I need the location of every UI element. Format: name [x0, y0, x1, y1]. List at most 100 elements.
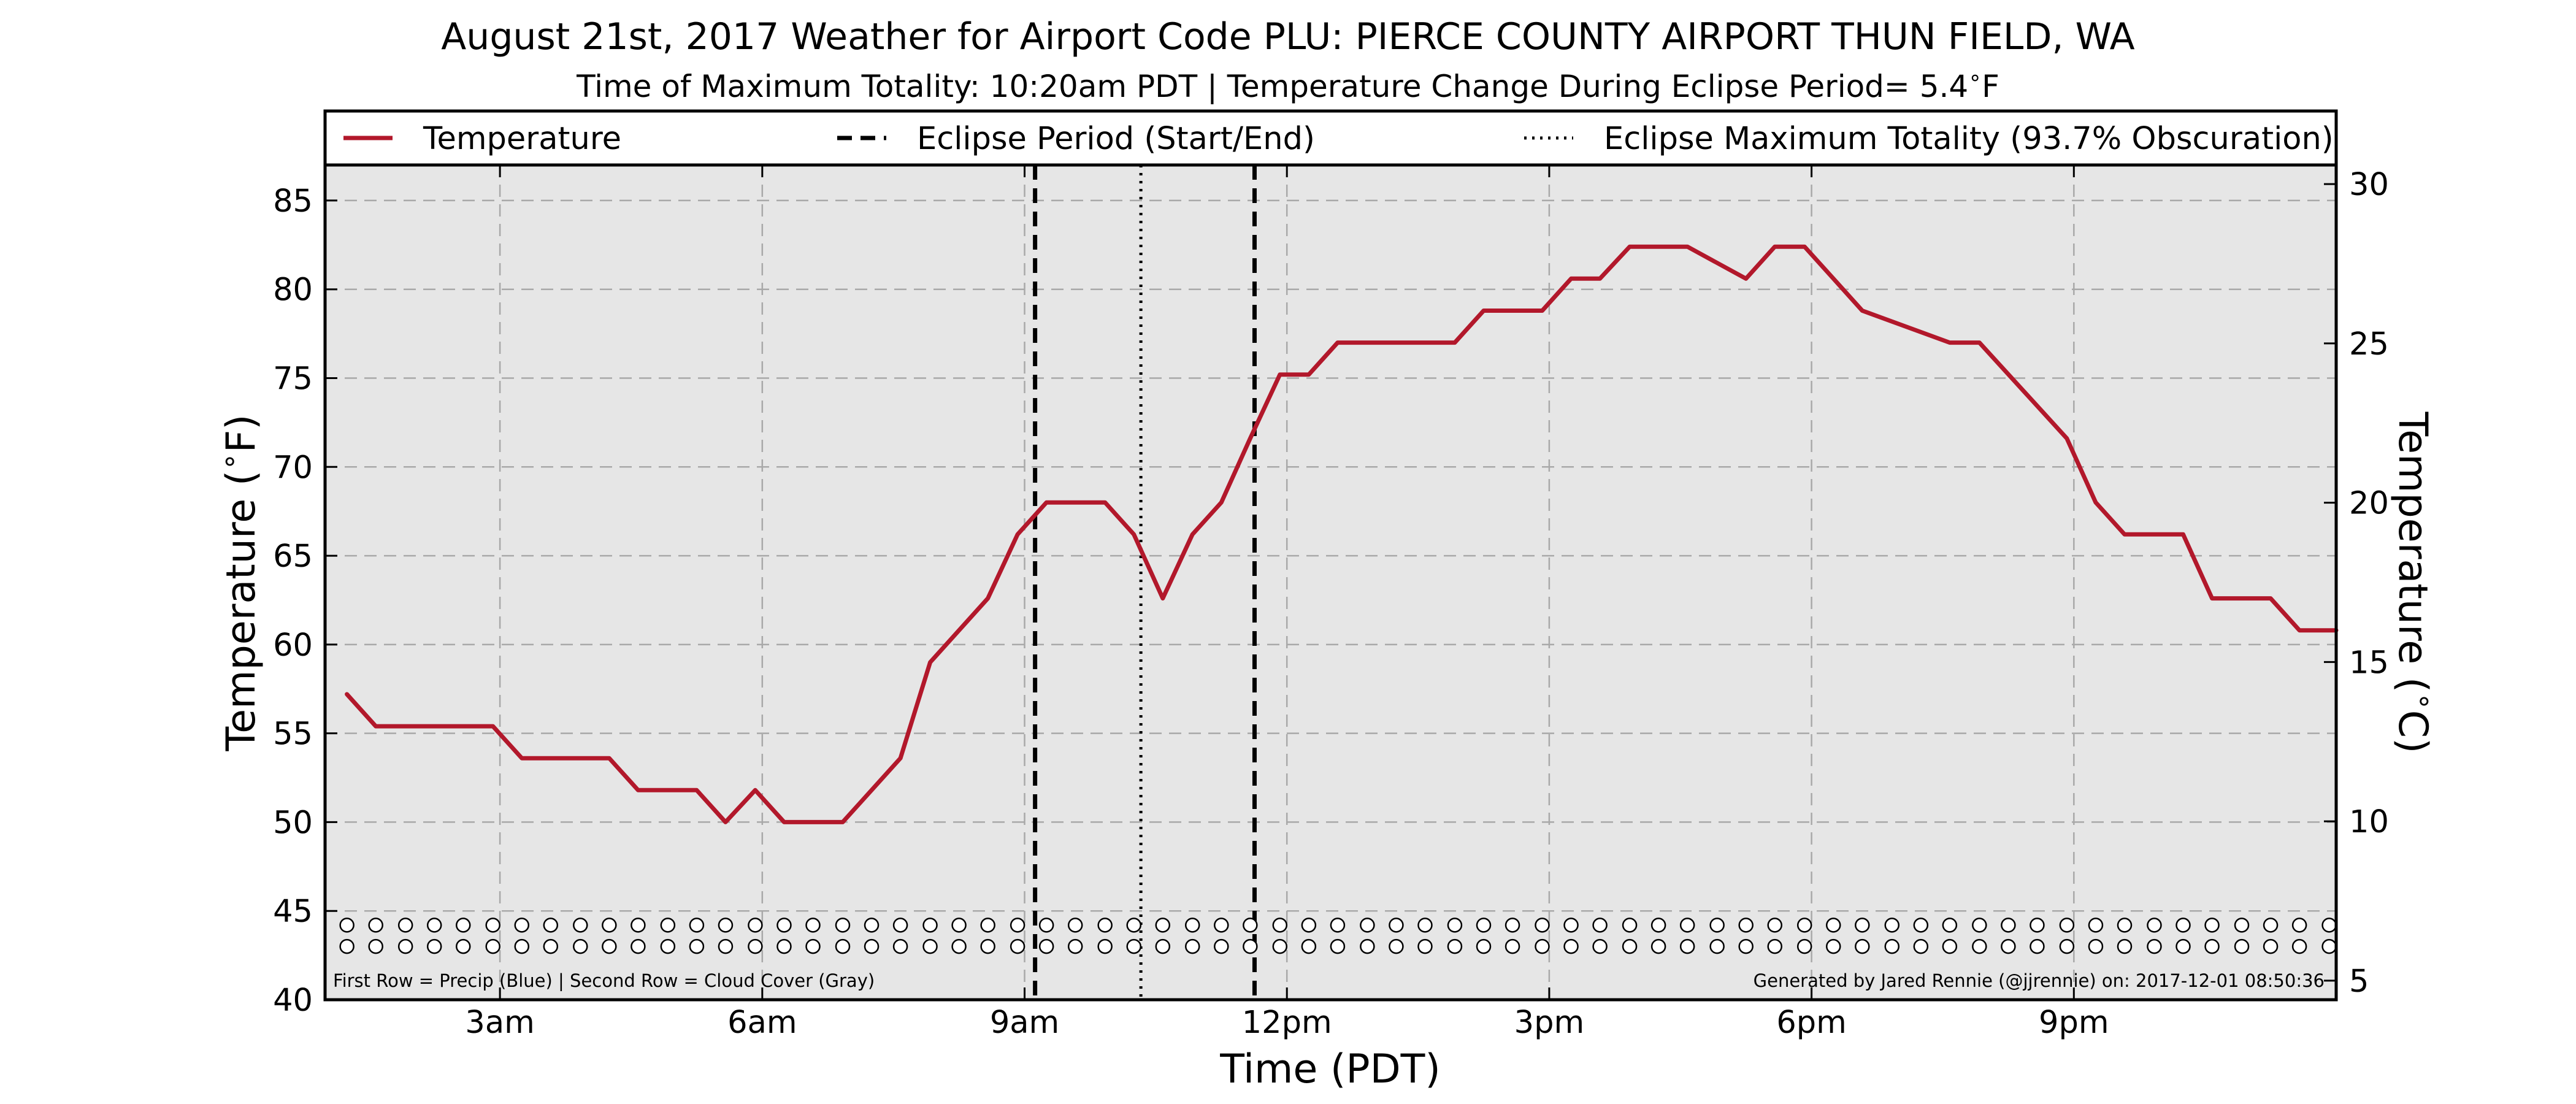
- precip-marker: [1389, 918, 1404, 933]
- x-tick-label: 3am: [465, 1005, 534, 1041]
- marker-rows: [339, 918, 2337, 954]
- precip-marker: [951, 918, 967, 933]
- y-tick-label: 75: [273, 361, 313, 397]
- precip-marker: [689, 918, 705, 933]
- cloud-cover-marker: [2059, 938, 2075, 954]
- cloud-cover-marker: [1650, 938, 1666, 954]
- cloud-cover-marker: [922, 938, 938, 954]
- chart-title: August 21st, 2017 Weather for Airport Co…: [441, 15, 2134, 58]
- precip-marker: [339, 918, 355, 933]
- y2-axis-label: Temperature (∘C): [2390, 412, 2442, 754]
- cloud-cover-marker: [1855, 938, 1870, 954]
- y-tick-label: 85: [273, 183, 313, 220]
- precip-marker: [1476, 918, 1492, 933]
- precip-marker: [718, 918, 734, 933]
- cloud-cover-marker: [1097, 938, 1113, 954]
- precip-marker: [864, 918, 880, 933]
- cloud-cover-marker: [1214, 938, 1229, 954]
- cloud-cover-marker: [718, 938, 734, 954]
- x-tick-label: 6am: [727, 1005, 797, 1041]
- cloud-cover-marker: [980, 938, 995, 954]
- cloud-cover-marker: [660, 938, 676, 954]
- cloud-cover-marker: [2147, 938, 2162, 954]
- cloud-cover-marker: [573, 938, 588, 954]
- cloud-cover-marker: [1535, 938, 1550, 954]
- x-tick-label: 12pm: [1242, 1005, 1332, 1041]
- cloud-cover-marker: [2204, 938, 2220, 954]
- cloud-cover-marker: [426, 938, 442, 954]
- y-tick-label: 65: [273, 539, 313, 575]
- series-group: [345, 244, 2339, 824]
- precip-marker: [805, 918, 821, 933]
- precip-marker: [602, 918, 617, 933]
- precip-marker: [748, 918, 763, 933]
- cloud-cover-marker: [1738, 938, 1754, 954]
- precip-marker: [1622, 918, 1638, 933]
- precip-marker: [1067, 918, 1083, 933]
- cloud-cover-marker: [514, 938, 530, 954]
- y-axis-right: 5 10 15 20 25 30: [2324, 167, 2389, 1000]
- precip-marker: [1738, 918, 1754, 933]
- precip-marker: [1505, 918, 1520, 933]
- y2-tick-label: 25: [2349, 326, 2389, 362]
- cloud-cover-marker: [631, 938, 646, 954]
- cloud-cover-marker: [1126, 938, 1141, 954]
- x-tick-label: 9am: [990, 1005, 1059, 1041]
- temperature-series-line: [345, 244, 2339, 824]
- cloud-cover-marker: [1796, 938, 1812, 954]
- precip-marker: [456, 918, 471, 933]
- cloud-cover-marker: [776, 938, 792, 954]
- precip-marker: [776, 918, 792, 933]
- cloud-cover-marker: [456, 938, 471, 954]
- cloud-cover-marker: [835, 938, 851, 954]
- cloud-cover-marker: [2291, 938, 2307, 954]
- precip-marker: [1243, 918, 1258, 933]
- cloud-cover-marker: [1884, 938, 1900, 954]
- cloud-cover-marker: [1330, 938, 1346, 954]
- precip-marker: [892, 918, 908, 933]
- cloud-cover-marker: [2175, 938, 2191, 954]
- precip-marker: [1301, 918, 1317, 933]
- precip-marker: [573, 918, 588, 933]
- cloud-cover-marker: [1563, 938, 1579, 954]
- precip-marker: [1126, 918, 1141, 933]
- x-axis: 3am 6am 9am 12pm 3pm 6pm 9pm: [465, 165, 2109, 1041]
- precip-marker: [1155, 918, 1171, 933]
- precip-marker: [2175, 918, 2191, 933]
- precip-marker: [1272, 918, 1288, 933]
- precip-marker: [485, 918, 500, 933]
- precip-marker: [1010, 918, 1025, 933]
- cloud-cover-marker: [1913, 938, 1929, 954]
- cloud-cover-marker: [864, 938, 880, 954]
- legend-label: Eclipse Maximum Totality (93.7% Obscurat…: [1604, 121, 2334, 157]
- precip-marker: [1097, 918, 1113, 933]
- y-tick-label: 60: [273, 627, 313, 664]
- precip-marker: [2263, 918, 2279, 933]
- precip-marker: [426, 918, 442, 933]
- y-tick-label: 45: [273, 894, 313, 930]
- cloud-cover-marker: [1010, 938, 1025, 954]
- precip-marker: [1826, 918, 1841, 933]
- cloud-cover-marker: [748, 938, 763, 954]
- legend-box: [323, 109, 2338, 167]
- cloud-cover-marker: [1038, 938, 1054, 954]
- y2-tick-label: 20: [2349, 486, 2389, 522]
- precip-marker: [397, 918, 413, 933]
- legend: Temperature Eclipse Period (Start/End) Ecl…: [343, 121, 2334, 157]
- x-tick-label: 6pm: [1776, 1005, 1847, 1041]
- cloud-cover-marker: [397, 938, 413, 954]
- precip-marker: [1447, 918, 1463, 933]
- chart-subtitle: Time of Maximum Totality: 10:20am PDT | …: [576, 66, 1999, 104]
- grid: [325, 165, 2336, 1001]
- cloud-cover-marker: [1972, 938, 1987, 954]
- footnote-right: Generated by Jared Rennie (@jjrennie) on…: [1754, 970, 2325, 991]
- precip-marker: [1855, 918, 1870, 933]
- x-axis-label: Time (PDT): [1219, 1046, 1440, 1092]
- precip-marker: [1184, 918, 1200, 933]
- cloud-cover-marker: [1942, 938, 1958, 954]
- precip-marker: [2001, 918, 2016, 933]
- precip-marker: [922, 918, 938, 933]
- x-tick-label: 3pm: [1514, 1005, 1585, 1041]
- precip-marker: [2030, 918, 2045, 933]
- precip-marker: [1360, 918, 1375, 933]
